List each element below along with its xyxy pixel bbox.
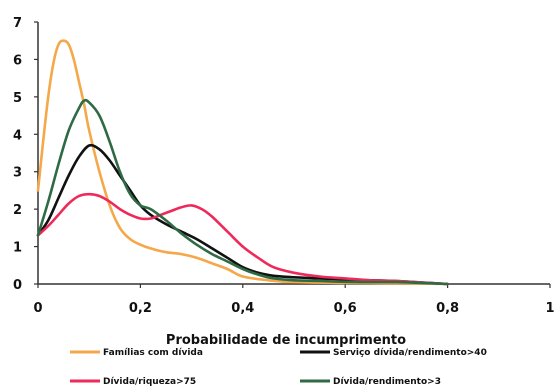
legend: Famílias com dívida Serviço dívida/rendim… xyxy=(70,348,487,387)
x-tick-label: 1 xyxy=(545,301,554,316)
axes xyxy=(34,21,551,288)
x-tick-label: 0,4 xyxy=(231,301,254,316)
x-tick-label: 0,2 xyxy=(129,301,152,316)
y-tick-label: 4 xyxy=(13,128,22,143)
legend-label-3: Dívida/riqueza>75 xyxy=(103,377,196,387)
x-axis-label: Probabilidade de incumprimento xyxy=(166,333,406,348)
x-tick-label: 0,6 xyxy=(334,301,357,316)
series-line-2 xyxy=(36,143,449,286)
series-line-4 xyxy=(36,98,449,286)
series-line-3 xyxy=(36,192,449,286)
legend-label-4: Dívida/rendimento>3 xyxy=(333,377,441,387)
series-lines xyxy=(36,39,449,286)
y-tick-label: 2 xyxy=(13,203,22,218)
tick-labels: 0 1 2 3 4 5 6 7 0 0,2 0,4 0,6 0,8 1 xyxy=(13,16,554,316)
y-tick-label: 0 xyxy=(13,278,22,293)
y-tick-label: 3 xyxy=(13,166,22,181)
y-tick-label: 6 xyxy=(13,53,22,68)
x-tick-label: 0,8 xyxy=(436,301,459,316)
y-tick-label: 7 xyxy=(13,16,22,31)
legend-label-1: Famílias com dívida xyxy=(103,348,203,358)
legend-label-2: Serviço dívida/rendimento>40 xyxy=(333,348,487,358)
series-line-1 xyxy=(36,39,449,286)
y-tick-label: 1 xyxy=(13,241,22,256)
y-tick-label: 5 xyxy=(13,91,22,106)
x-tick-label: 0 xyxy=(33,301,42,316)
